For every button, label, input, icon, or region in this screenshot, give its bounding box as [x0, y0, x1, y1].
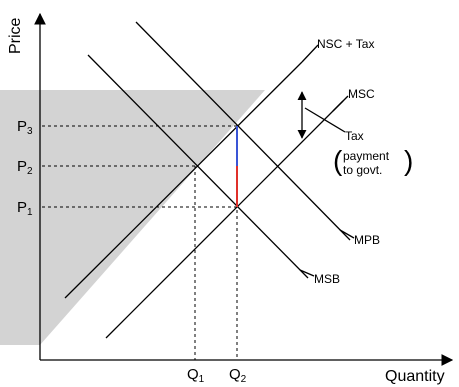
- p2-subscript: 2: [27, 166, 33, 177]
- tax-line2: to govt.: [343, 163, 382, 177]
- tax-label: Tax: [345, 129, 364, 143]
- y-axis-label: Price: [7, 17, 24, 54]
- mpb-curve: [135, 21, 351, 241]
- x-axis-label: Quantity: [385, 368, 445, 385]
- p3-subscript: 3: [27, 126, 33, 137]
- msb-curve: [87, 54, 309, 279]
- q2-subscript: 2: [241, 374, 247, 385]
- mpb-label: MPB: [354, 233, 380, 247]
- q2-label: Q2: [229, 366, 247, 385]
- q1-subscript: 1: [199, 374, 205, 385]
- tax-line1: payment: [343, 149, 390, 163]
- p2-label: P2: [17, 158, 33, 177]
- p1-subscript: 1: [27, 207, 33, 218]
- msc-curve: [105, 100, 344, 339]
- q2-letter: Q: [229, 366, 241, 383]
- shaded-region: [0, 90, 265, 345]
- q1-letter: Q: [187, 366, 199, 383]
- msc-leader: [332, 95, 349, 112]
- p1-letter: P: [17, 199, 27, 216]
- nsc-tax-leader: [301, 44, 319, 63]
- p3-label: P3: [17, 118, 33, 137]
- msb-leader: [299, 269, 315, 277]
- tax-leader: [304, 107, 346, 133]
- p1-label: P1: [17, 199, 33, 218]
- msc-label: MSC: [348, 87, 375, 101]
- p3-letter: P: [17, 118, 27, 135]
- tax-paren-left: (: [333, 145, 343, 176]
- nsc-tax-curve: [64, 61, 303, 299]
- msb-label: MSB: [314, 272, 340, 286]
- nsc-tax-label: NSC + Tax: [317, 37, 374, 51]
- tax-paren-right: ): [404, 145, 413, 176]
- q1-label: Q1: [187, 366, 205, 385]
- p2-letter: P: [17, 158, 27, 175]
- mpb-leader: [339, 229, 355, 239]
